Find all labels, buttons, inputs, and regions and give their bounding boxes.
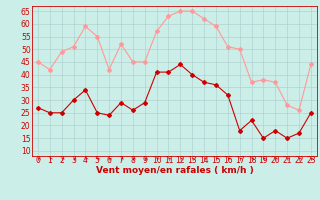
- X-axis label: Vent moyen/en rafales ( km/h ): Vent moyen/en rafales ( km/h ): [96, 166, 253, 175]
